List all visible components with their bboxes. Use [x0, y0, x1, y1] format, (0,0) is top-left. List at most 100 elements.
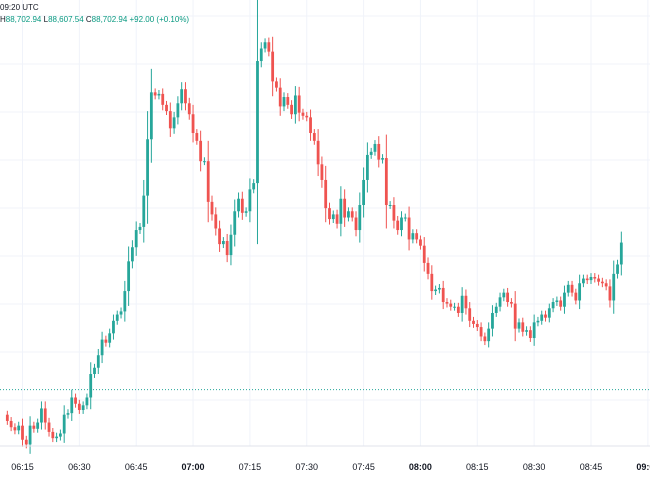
candle-body — [74, 397, 77, 404]
legend-timestamp: 09:20 UTC — [0, 3, 39, 12]
candle — [563, 285, 566, 314]
candle — [40, 401, 43, 430]
candle — [449, 299, 453, 311]
candle — [483, 332, 487, 346]
candle-body — [278, 87, 282, 107]
candle — [551, 298, 555, 313]
candle-body — [233, 211, 237, 235]
candle-body — [328, 208, 331, 220]
candle-body — [555, 300, 559, 303]
candle-body — [165, 104, 168, 112]
candle — [161, 88, 165, 111]
candle-body — [411, 233, 415, 240]
candle — [191, 104, 195, 143]
candle-body — [510, 302, 513, 304]
candle — [547, 303, 551, 323]
candle — [502, 288, 506, 302]
candle — [184, 82, 187, 111]
candle — [93, 363, 96, 378]
candle-body — [574, 292, 578, 301]
candle — [210, 195, 214, 221]
candle — [536, 316, 540, 327]
candle — [343, 189, 347, 227]
candle — [453, 302, 456, 311]
candle — [51, 428, 55, 443]
candle — [100, 331, 104, 364]
candle-body — [85, 397, 89, 406]
candle — [225, 233, 229, 263]
candle — [441, 280, 445, 310]
candle-body — [472, 320, 475, 324]
candle-body — [24, 439, 28, 445]
candle-body — [324, 179, 328, 209]
candle-body — [547, 308, 551, 318]
candle-body — [210, 201, 214, 215]
candle-body — [491, 312, 494, 329]
candle-body — [237, 198, 240, 212]
candle-body — [21, 425, 24, 440]
candle — [146, 111, 149, 224]
candle — [600, 277, 604, 288]
candle-body — [384, 158, 388, 206]
candle-body — [244, 211, 248, 213]
candle-body — [146, 139, 149, 196]
candle-body — [468, 308, 472, 321]
candle — [28, 416, 32, 454]
candle-body — [89, 374, 93, 398]
candle — [229, 224, 233, 266]
candle-body — [43, 408, 47, 423]
candles — [5, 0, 623, 454]
candle-body — [498, 297, 502, 307]
candle-body — [112, 320, 115, 334]
candle — [134, 221, 138, 256]
candle-body — [445, 302, 449, 304]
candle-body — [494, 306, 498, 313]
candle — [115, 310, 119, 325]
candle — [96, 348, 100, 375]
candle-body — [517, 322, 521, 329]
candle — [275, 77, 278, 92]
candle — [297, 86, 301, 122]
candle — [456, 302, 460, 317]
candle-body — [589, 276, 593, 281]
candle — [127, 246, 131, 306]
time-axis[interactable]: 06:15 06:30 06:45 07:00 07:15 07:30 07:45 08:00… — [11, 462, 650, 472]
candle — [244, 207, 248, 217]
candle-body — [93, 367, 96, 375]
candle — [585, 274, 589, 285]
candle — [301, 108, 305, 120]
candle-body — [438, 287, 441, 290]
candle-body — [312, 133, 316, 141]
candle-body — [464, 295, 468, 309]
candle — [312, 129, 316, 145]
legend-low-value: 88,607.54 — [48, 15, 84, 24]
candle-body — [119, 311, 123, 315]
candle-body — [578, 283, 582, 301]
candle — [403, 213, 407, 222]
candle — [153, 88, 157, 100]
candle-body — [513, 303, 517, 329]
legend-high-value: 88,702.94 — [5, 15, 42, 24]
candle — [203, 157, 206, 166]
candle — [309, 109, 312, 141]
candle — [47, 417, 51, 437]
candle — [430, 265, 434, 300]
candle-body — [582, 278, 585, 284]
candle — [362, 167, 365, 218]
candle-body — [343, 198, 347, 218]
candle — [347, 207, 350, 222]
candle — [513, 291, 517, 342]
candle — [578, 274, 582, 310]
candle-body — [619, 242, 623, 265]
x-tick-label: 07:45 — [352, 462, 375, 472]
candle-body — [180, 89, 184, 104]
candle — [377, 136, 381, 168]
candle-body — [521, 322, 525, 332]
candle — [316, 129, 320, 177]
candle — [544, 310, 547, 322]
candle — [358, 192, 362, 243]
candle-body — [415, 233, 419, 240]
candle — [165, 100, 168, 116]
